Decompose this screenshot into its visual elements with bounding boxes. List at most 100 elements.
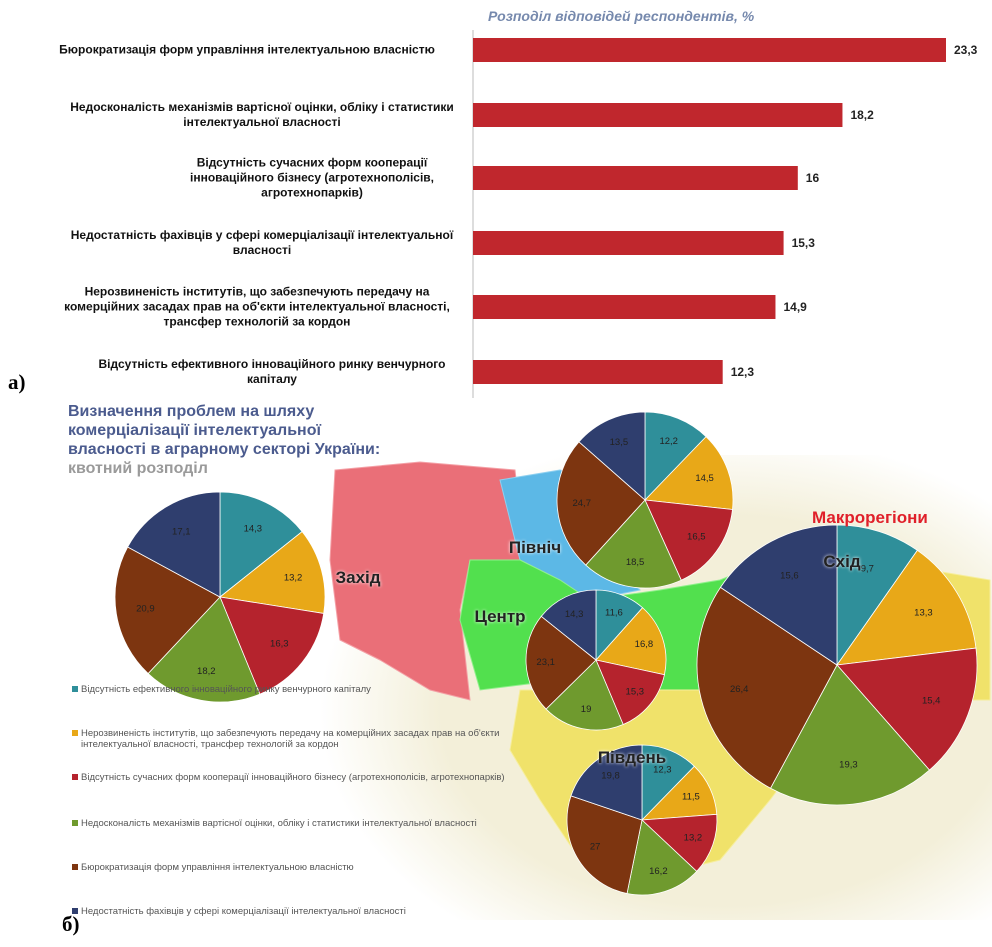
bar <box>473 166 798 190</box>
slice-label: 24,7 <box>572 498 591 509</box>
bar <box>473 103 843 127</box>
slice-label: 16,8 <box>635 639 654 650</box>
legend-item: Відсутність сучасних форм кооперації інн… <box>72 772 536 783</box>
region-label: Центр <box>474 607 526 626</box>
legend-swatch <box>72 820 78 826</box>
pie-slice <box>595 659 665 726</box>
slice-label: 19,8 <box>601 771 620 782</box>
pie-slice <box>626 819 698 896</box>
legend-swatch <box>72 908 78 914</box>
slice-label: 19 <box>581 704 592 715</box>
pie-slice <box>127 491 221 598</box>
pie-slice <box>769 664 931 806</box>
pie-slice <box>696 586 838 789</box>
slice-label: 16,2 <box>649 866 668 877</box>
legend-label: Недосконалість механізмів вартісної оцін… <box>81 818 477 829</box>
pie-slice <box>556 441 646 566</box>
pie-slice <box>578 411 646 501</box>
slice-label: 18,5 <box>626 557 645 568</box>
slice-label: 11,6 <box>605 607 623 618</box>
pie-slice <box>219 491 303 598</box>
slice-label: 12,2 <box>659 436 678 447</box>
pie-slice <box>219 531 326 614</box>
chart-title-block: Визначення проблем на шляху комерціаліза… <box>68 402 398 478</box>
legend-label: Нерозвиненість інститутів, що забезпечую… <box>81 728 500 750</box>
pie-slice <box>540 589 597 661</box>
value-label: 23,3 <box>953 43 978 57</box>
chart-title: Визначення проблем на шляху комерціаліза… <box>68 403 381 458</box>
region-label: Південь <box>597 748 667 767</box>
slice-label: 13,2 <box>684 832 703 843</box>
chart-title: Розподіл відповідей респондентів, % <box>488 8 755 24</box>
pie-slice <box>644 499 733 581</box>
slice-label: 14,3 <box>244 523 263 534</box>
pie-slice <box>570 744 643 821</box>
region-label: Північ <box>508 538 562 557</box>
legend-label: Бюрократизація форм управління інтелекту… <box>81 862 354 873</box>
slice-label: 26,4 <box>730 684 749 695</box>
chart-subtitle: квотний розподіл <box>68 460 208 477</box>
pie-slice <box>114 546 221 675</box>
pie-slice <box>836 524 918 667</box>
category-label: Бюрократизація форм управління інтелекту… <box>59 42 435 57</box>
category-label: Недосконалість механізмів вартісної оцін… <box>70 100 454 129</box>
legend-swatch <box>72 864 78 870</box>
pie-slice <box>644 436 734 510</box>
slice-label: 13,3 <box>914 608 933 619</box>
pie-slice <box>719 524 838 666</box>
legend-item: Нерозвиненість інститутів, що забезпечую… <box>72 728 536 750</box>
pie-slice <box>566 795 643 894</box>
value-label: 18,2 <box>850 108 874 122</box>
pie-slice <box>836 647 978 771</box>
slice-label: 14,3 <box>565 609 584 620</box>
category-label: Відсутність сучасних форм кооперації інн… <box>189 155 434 200</box>
legend-label: Відсутність ефективного інноваційного ри… <box>81 684 371 695</box>
slice-label: 27 <box>590 841 601 852</box>
slice-label: 14,5 <box>695 473 714 484</box>
category-label: Недостатність фахівців у сфері комерціал… <box>70 228 454 257</box>
legend-item: Відсутність ефективного інноваційного ри… <box>72 684 536 695</box>
pie-slice <box>585 499 682 589</box>
slice-label: 13,2 <box>284 572 303 583</box>
pie-slice <box>525 615 597 710</box>
pie-slice <box>836 549 977 666</box>
panel-label: а) <box>8 370 26 394</box>
slice-label: 15,4 <box>922 695 941 706</box>
slice-label: 20,9 <box>136 604 155 615</box>
slice-label: 16,3 <box>270 638 289 649</box>
slice-label: 11,5 <box>682 792 700 803</box>
category-label: Відсутність ефективного інноваційного ри… <box>98 357 446 386</box>
pie-slice <box>641 744 695 821</box>
bar <box>473 360 723 384</box>
value-label: 12,3 <box>730 365 755 379</box>
legend-label: Недостатність фахівців у сфері комерціал… <box>81 906 406 917</box>
value-label: 16 <box>805 171 820 185</box>
slice-label: 18,2 <box>197 666 216 677</box>
panel-label: б) <box>62 912 80 936</box>
slice-label: 15,6 <box>780 571 799 582</box>
legend-swatch <box>72 774 78 780</box>
pie-slice <box>219 596 325 695</box>
slice-label: 15,3 <box>626 687 645 698</box>
legend-item: Бюрократизація форм управління інтелекту… <box>72 862 536 873</box>
slice-label: 12,3 <box>653 764 672 775</box>
region-label: Схід <box>823 552 861 571</box>
slice-label: 16,5 <box>687 532 706 543</box>
slice-label: 17,1 <box>172 527 191 538</box>
pie-slice <box>545 659 624 731</box>
slice-label: 19,3 <box>839 760 858 771</box>
legend-swatch <box>72 730 78 736</box>
pie-slice <box>641 813 718 872</box>
legend-title: Макрорегіони <box>812 508 928 527</box>
slice-label: 9,7 <box>861 563 874 574</box>
region-label: Захід <box>335 568 381 587</box>
legend-item: Недосконалість механізмів вартісної оцін… <box>72 818 536 829</box>
legend-item: Недостатність фахівців у сфері комерціал… <box>72 906 536 917</box>
slice-label: 13,5 <box>610 437 629 448</box>
legend-label: Відсутність сучасних форм кооперації інн… <box>81 772 505 783</box>
bar <box>473 295 776 319</box>
pie-slice <box>644 411 707 501</box>
value-label: 14,9 <box>783 300 807 314</box>
